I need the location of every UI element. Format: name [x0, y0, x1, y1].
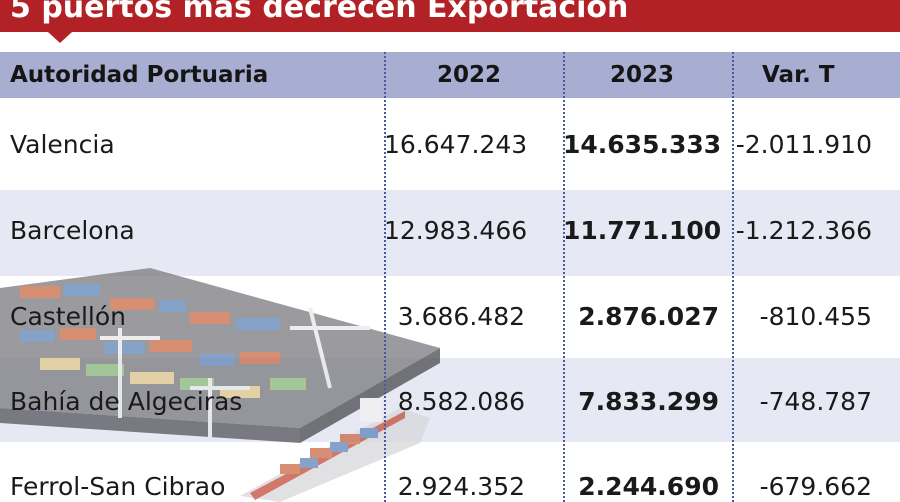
port-name: Castellón	[10, 302, 127, 331]
title-banner: 5 puertos más decrecen Exportación	[0, 0, 900, 32]
value-2022: 3.686.482	[397, 302, 525, 331]
header-authority: Autoridad Portuaria	[10, 62, 269, 88]
value-variation: -679.662	[759, 472, 872, 501]
header-2022: 2022	[437, 62, 502, 88]
column-divider	[563, 52, 565, 502]
value-2023: 14.635.333	[563, 130, 722, 159]
port-name: Valencia	[10, 130, 115, 159]
value-2022: 2.924.352	[397, 472, 525, 501]
column-divider	[384, 52, 386, 502]
value-2022: 8.582.086	[397, 387, 525, 416]
header-2023: 2023	[610, 62, 675, 88]
value-variation: -748.787	[759, 387, 872, 416]
value-2022: 12.983.466	[384, 216, 528, 245]
value-2023: 7.833.299	[578, 387, 719, 416]
value-variation: -2.011.910	[735, 130, 872, 159]
column-divider	[732, 52, 734, 502]
banner-pointer	[48, 32, 72, 43]
port-illustration	[0, 268, 440, 502]
port-name: Bahía de Algeciras	[10, 387, 243, 416]
page-title: 5 puertos más decrecen Exportación	[10, 0, 629, 25]
value-variation: -810.455	[759, 302, 872, 331]
value-2023: 2.244.690	[578, 472, 719, 501]
table-header: Autoridad Portuaria 2022 2023 Var. T	[0, 52, 900, 98]
port-name: Ferrol-San Cibrao	[10, 472, 226, 501]
value-2023: 11.771.100	[563, 216, 722, 245]
table-row-shade-1	[0, 190, 900, 276]
value-2022: 16.647.243	[384, 130, 528, 159]
value-variation: -1.212.366	[735, 216, 872, 245]
port-name: Barcelona	[10, 216, 135, 245]
value-2023: 2.876.027	[578, 302, 719, 331]
header-variation: Var. T	[762, 62, 835, 88]
